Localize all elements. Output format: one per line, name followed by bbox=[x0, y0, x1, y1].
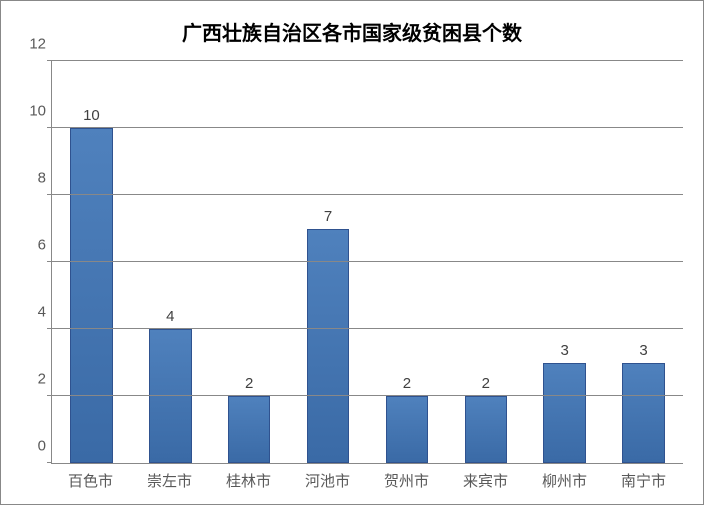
y-axis-label: 8 bbox=[38, 170, 52, 187]
y-tick bbox=[47, 395, 52, 396]
gridline bbox=[52, 127, 683, 128]
bar-value-label: 3 bbox=[639, 342, 647, 359]
bar-value-label: 10 bbox=[83, 107, 100, 124]
gridline bbox=[52, 395, 683, 396]
bar-slot: 10 bbox=[52, 61, 131, 463]
gridline bbox=[52, 60, 683, 61]
y-tick bbox=[47, 328, 52, 329]
bar-value-label: 7 bbox=[324, 208, 332, 225]
bar bbox=[386, 396, 429, 463]
x-axis-label: 南宁市 bbox=[604, 464, 683, 504]
bar-slot: 4 bbox=[131, 61, 210, 463]
bar-value-label: 2 bbox=[245, 375, 253, 392]
x-axis-label: 来宾市 bbox=[446, 464, 525, 504]
y-axis-label: 2 bbox=[38, 371, 52, 388]
plot-area: 104272233 024681012 bbox=[51, 61, 683, 464]
gridline bbox=[52, 194, 683, 195]
bar-value-label: 3 bbox=[561, 342, 569, 359]
x-axis-label: 百色市 bbox=[51, 464, 130, 504]
x-axis-label: 河池市 bbox=[288, 464, 367, 504]
y-axis-label: 12 bbox=[29, 36, 52, 53]
x-axis-label: 贺州市 bbox=[367, 464, 446, 504]
bar-value-label: 2 bbox=[482, 375, 490, 392]
bar bbox=[622, 363, 665, 464]
y-axis-label: 4 bbox=[38, 304, 52, 321]
x-axis-label: 桂林市 bbox=[209, 464, 288, 504]
bar bbox=[543, 363, 586, 464]
bar-value-label: 2 bbox=[403, 375, 411, 392]
y-axis-label: 6 bbox=[38, 237, 52, 254]
bar-value-label: 4 bbox=[166, 308, 174, 325]
bar-slot: 2 bbox=[210, 61, 289, 463]
bar bbox=[465, 396, 508, 463]
y-tick bbox=[47, 127, 52, 128]
gridline bbox=[52, 328, 683, 329]
bar-slot: 2 bbox=[446, 61, 525, 463]
chart-title: 广西壮族自治区各市国家级贫困县个数 bbox=[1, 1, 703, 46]
bar bbox=[307, 229, 350, 464]
bar-slot: 3 bbox=[604, 61, 683, 463]
chart-container: 广西壮族自治区各市国家级贫困县个数 10 4 2 7 2 2 3 3 0 2 4 6 8 10 12 百色… bbox=[0, 0, 704, 505]
bar-slot: 2 bbox=[368, 61, 447, 463]
y-axis-label: 10 bbox=[29, 103, 52, 120]
x-axis-labels: 百色市崇左市桂林市河池市贺州市来宾市柳州市南宁市 bbox=[51, 464, 683, 504]
x-axis-label: 崇左市 bbox=[130, 464, 209, 504]
bars-group: 10 4 2 7 2 2 3 3 bbox=[52, 61, 683, 463]
y-axis-label: 0 bbox=[38, 438, 52, 455]
gridline bbox=[52, 261, 683, 262]
bar bbox=[70, 128, 113, 463]
y-tick bbox=[47, 194, 52, 195]
bar-slot: 3 bbox=[525, 61, 604, 463]
bar-slot: 7 bbox=[289, 61, 368, 463]
y-tick bbox=[47, 462, 52, 463]
y-tick bbox=[47, 60, 52, 61]
y-tick bbox=[47, 261, 52, 262]
bar bbox=[228, 396, 271, 463]
x-axis-label: 柳州市 bbox=[525, 464, 604, 504]
